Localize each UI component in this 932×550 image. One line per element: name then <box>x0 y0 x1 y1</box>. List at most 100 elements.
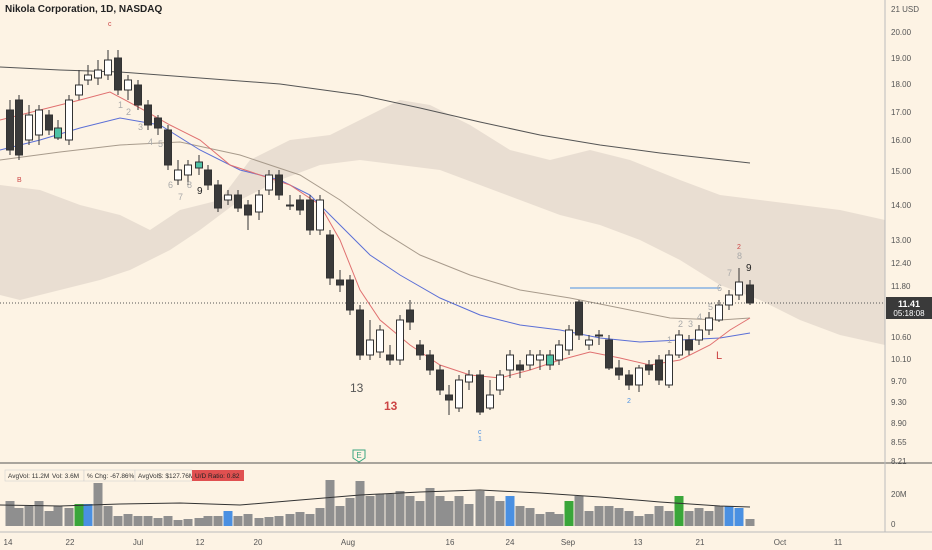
volume-bar <box>475 491 485 526</box>
volume-bar <box>734 508 744 526</box>
candle <box>496 370 504 395</box>
candle <box>255 190 263 220</box>
candle <box>605 335 613 370</box>
volume-tick: 0 <box>891 520 896 529</box>
ma-50-line <box>0 141 751 321</box>
earnings-marker[interactable]: E <box>352 449 366 463</box>
annot-2-sep: 2 <box>627 398 631 405</box>
td-count: 7 <box>727 268 732 278</box>
annot-13-red: 13 <box>384 399 398 413</box>
volume-info-strip[interactable]: AvgVol: 11.2M Vol: 3.6M % Chg: -67.86% A… <box>4 469 244 482</box>
volume-bar <box>714 506 724 526</box>
volume-bar <box>614 508 624 526</box>
candle <box>296 195 304 215</box>
candle <box>35 105 43 145</box>
volume-bar <box>14 508 24 526</box>
volume-bar <box>664 511 674 526</box>
candle <box>224 190 232 205</box>
candle <box>114 50 122 95</box>
candle <box>625 370 633 390</box>
candle <box>436 365 444 395</box>
candle <box>134 80 142 110</box>
time-tick: 12 <box>196 538 205 547</box>
volume-bar <box>495 501 505 526</box>
candle <box>174 160 182 185</box>
candle <box>595 330 603 345</box>
td-count: 2 <box>678 319 683 329</box>
volume-bar <box>425 488 435 526</box>
candle <box>204 165 212 190</box>
price-tick: 11.80 <box>891 282 911 291</box>
candle <box>735 268 743 300</box>
candle <box>725 290 733 310</box>
ichimoku-cloud <box>0 100 885 345</box>
volume-tick: 20M <box>891 490 907 499</box>
volume-bar <box>305 514 315 526</box>
td-count: 3 <box>138 122 143 132</box>
annot-13-black: 13 <box>350 381 364 395</box>
candle <box>426 350 434 375</box>
volume-bar <box>684 511 694 526</box>
time-axis[interactable]: 14 22 Jul 12 20 Aug 16 24 Sep 13 21 Oct 11 <box>4 538 843 547</box>
volume-bar <box>745 519 755 526</box>
time-tick: 24 <box>506 538 515 547</box>
annot-L: L <box>716 350 722 362</box>
candle <box>356 305 364 360</box>
time-tick: Aug <box>341 538 355 547</box>
volume-bar <box>133 516 143 526</box>
price-tag <box>886 297 932 319</box>
volume-bar <box>163 516 173 526</box>
candle <box>546 350 554 370</box>
candle <box>164 125 172 170</box>
candle <box>695 325 703 345</box>
volume-bar <box>325 480 335 526</box>
candle <box>445 385 453 415</box>
annot-c-bottom: c <box>478 429 482 436</box>
td-count: 8 <box>187 180 192 190</box>
price-tick: 13.00 <box>891 236 912 245</box>
symbol-title[interactable]: Nikola Corporation, 1D, NASDAQ <box>5 4 162 15</box>
volume-bar <box>153 518 163 526</box>
candle <box>665 350 673 388</box>
time-tick: 21 <box>696 538 705 547</box>
price-tick: 17.00 <box>891 108 912 117</box>
candle <box>265 170 273 195</box>
td-count: 5 <box>158 139 163 149</box>
candle <box>6 100 14 155</box>
price-tick: 15.00 <box>891 167 912 176</box>
candle <box>526 350 534 370</box>
volume-bar <box>264 517 274 526</box>
volume-bar <box>83 504 93 526</box>
candle <box>144 100 152 130</box>
volume-bar <box>254 518 264 526</box>
volume-bar <box>545 512 555 526</box>
volume-bar <box>535 514 545 526</box>
price-tick: 10.10 <box>891 355 912 364</box>
annot-1-bottom: 1 <box>478 436 482 443</box>
annot-9-a: 9 <box>197 186 203 197</box>
candle <box>685 335 693 355</box>
candle <box>346 275 354 315</box>
candle <box>234 190 242 212</box>
candle <box>565 325 573 355</box>
candle <box>195 155 203 175</box>
vol-label: Vol: 3.6M <box>52 473 79 480</box>
volume-bar <box>724 506 734 526</box>
candle <box>396 315 404 365</box>
volume-bar <box>704 511 714 526</box>
candle <box>286 195 294 210</box>
td-count: 6 <box>168 180 173 190</box>
candle <box>585 335 593 350</box>
td-count: 3 <box>688 319 693 329</box>
candle <box>465 370 473 390</box>
price-tick: 8.55 <box>891 438 907 447</box>
volume-bar <box>644 514 654 526</box>
td-count: 7 <box>178 192 183 202</box>
volume-bar <box>375 494 385 526</box>
price-axis[interactable]: 20.00 19.00 18.00 17.00 16.00 15.00 14.00 13.00… <box>891 5 919 529</box>
candle <box>316 195 324 235</box>
td-count: 1 <box>667 335 672 345</box>
